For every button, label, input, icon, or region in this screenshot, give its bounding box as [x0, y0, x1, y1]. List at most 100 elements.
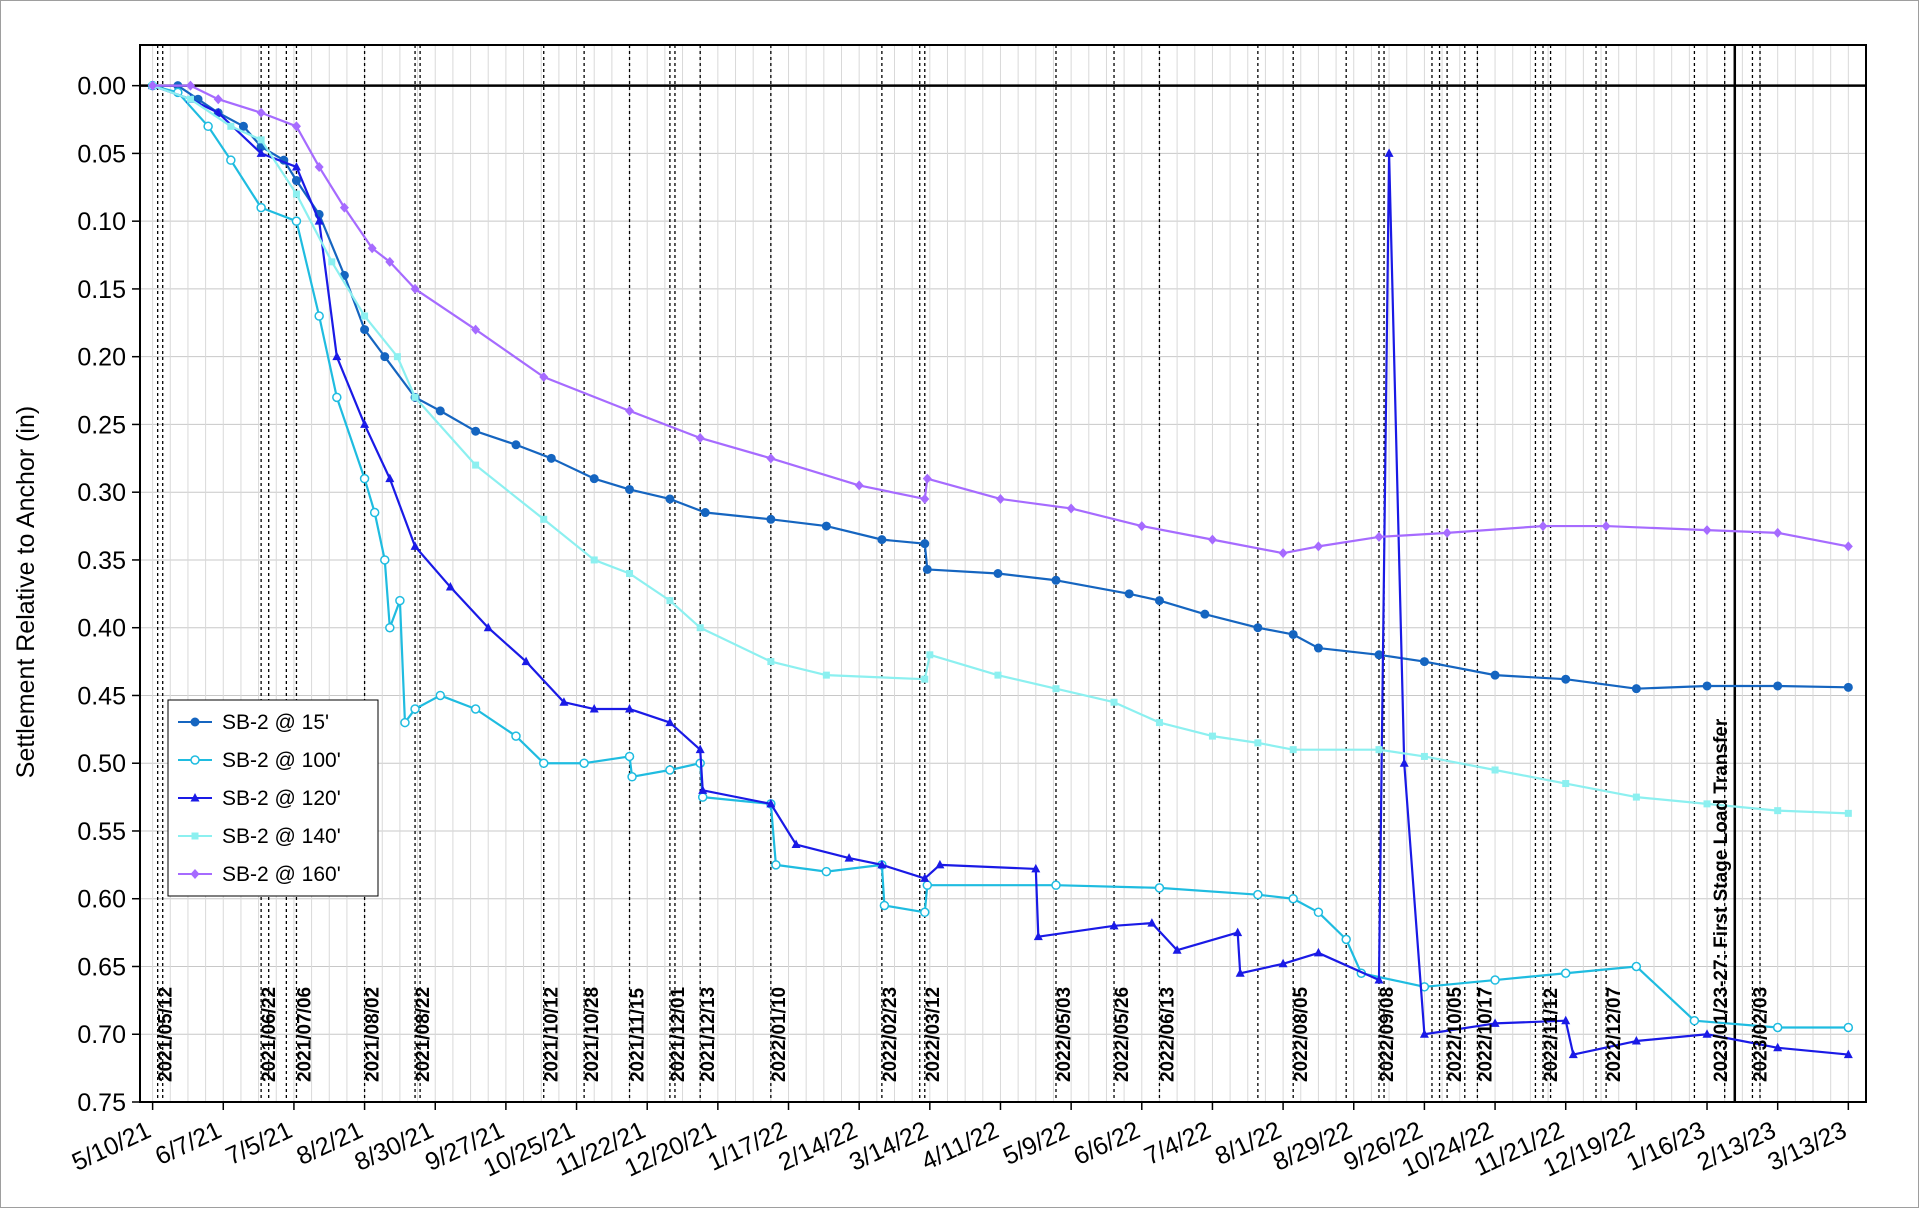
- data-point: [922, 880, 933, 890]
- series-2: [147, 80, 1854, 1033]
- data-point: [1689, 1015, 1700, 1026]
- data-point: [1288, 893, 1298, 904]
- y-tick-label: 0.40: [77, 615, 126, 643]
- data-point: [589, 704, 599, 713]
- legend: SB-2 @ 15' SB-2 @ 100' SB-2 @ 120' SB-2 @ 1…: [167, 699, 379, 897]
- data-point: [291, 121, 301, 132]
- data-point: [256, 148, 266, 157]
- data-point: [1208, 732, 1216, 740]
- y-tick-label: 0.70: [77, 1021, 126, 1049]
- data-point: [203, 121, 213, 132]
- data-point: [1384, 148, 1394, 157]
- data-point: [625, 405, 635, 416]
- data-point: [993, 569, 1003, 578]
- data-point: [1419, 1029, 1429, 1038]
- legend-item: SB-2 @ 120': [178, 787, 341, 810]
- data-point: [435, 406, 445, 416]
- data-point: [213, 94, 223, 105]
- legend-swatch-marker: [190, 793, 200, 802]
- event-label: 2022/05/26: [1112, 987, 1133, 1082]
- data-series: [147, 80, 1854, 1059]
- data-point: [695, 744, 705, 754]
- data-point: [877, 859, 887, 869]
- data-point: [1773, 1042, 1783, 1052]
- y-tick-label: 0.60: [77, 886, 126, 914]
- legend-label: SB-2 @ 120': [222, 787, 341, 810]
- legend-swatch-marker: [191, 832, 199, 840]
- data-point: [1051, 880, 1061, 890]
- data-point: [1375, 746, 1383, 754]
- data-point: [483, 622, 493, 632]
- data-point: [291, 161, 301, 171]
- data-point: [471, 324, 481, 335]
- data-point: [922, 564, 932, 574]
- data-point: [186, 95, 194, 103]
- data-point: [1490, 1018, 1500, 1027]
- data-point: [766, 514, 776, 524]
- y-tick-label: 0.45: [77, 682, 126, 710]
- data-point: [328, 258, 336, 266]
- event-label: 2021/08/02: [363, 987, 384, 1082]
- data-point: [1374, 650, 1384, 660]
- data-point: [1253, 889, 1263, 900]
- data-point: [624, 751, 635, 762]
- data-point: [766, 798, 776, 808]
- data-point: [385, 473, 395, 483]
- plot-frame: [139, 44, 1867, 1103]
- event-lines: [157, 45, 1761, 1102]
- data-point: [821, 521, 831, 531]
- event-label: 2022/08/05: [1291, 986, 1312, 1082]
- data-point: [185, 80, 195, 91]
- event-label: 2022/10/05: [1445, 986, 1466, 1082]
- data-point: [1843, 1022, 1854, 1033]
- data-point: [1033, 931, 1043, 941]
- legend-item: SB-2 @ 160': [178, 863, 341, 886]
- data-point: [360, 419, 370, 428]
- y-tick-label: 0.75: [77, 1089, 126, 1117]
- data-point: [539, 372, 549, 383]
- data-point: [314, 311, 324, 321]
- data-point: [540, 515, 548, 523]
- data-point: [626, 570, 634, 577]
- data-point: [521, 656, 531, 666]
- event-label: 2022/01/10: [769, 987, 790, 1082]
- data-point: [339, 202, 349, 213]
- y-axis-ticks: 0.00 0.05 0.10 0.15 0.20 0.25 0.30 0.35 0.40 0.45…: [77, 73, 140, 1117]
- data-point: [1235, 968, 1245, 977]
- data-point: [666, 597, 674, 605]
- data-point: [700, 508, 710, 518]
- data-point: [393, 353, 401, 361]
- data-point: [926, 651, 934, 659]
- y-tick-label: 0.20: [77, 344, 126, 372]
- data-point: [589, 474, 599, 484]
- data-point: [292, 190, 300, 198]
- data-point: [627, 772, 637, 782]
- data-point: [1562, 780, 1570, 788]
- data-point: [1774, 807, 1782, 815]
- event-label: 2022/10/17: [1475, 987, 1496, 1082]
- data-point: [921, 675, 929, 683]
- data-point: [922, 473, 932, 484]
- data-point: [1341, 934, 1351, 945]
- plot-border: [139, 44, 1867, 1103]
- event-label: 2021/11/15: [628, 988, 649, 1082]
- data-point: [665, 717, 675, 727]
- data-point: [1561, 1015, 1571, 1025]
- data-point: [1147, 918, 1157, 927]
- y-tick-label: 0.15: [77, 276, 126, 304]
- data-point: [1051, 575, 1061, 585]
- data-point: [1278, 548, 1288, 559]
- data-point: [579, 758, 589, 768]
- data-point: [821, 866, 832, 877]
- data-point: [994, 671, 1002, 679]
- data-point: [1031, 863, 1041, 873]
- data-point: [1313, 643, 1323, 653]
- event-label: 2022/06/13: [1157, 987, 1178, 1082]
- data-point: [332, 351, 342, 361]
- legend-item: SB-2 @ 140': [178, 825, 341, 848]
- data-point: [1772, 1022, 1783, 1033]
- data-point: [766, 453, 776, 464]
- data-point: [1288, 629, 1298, 639]
- event-label: 2022/12/07: [1604, 987, 1625, 1082]
